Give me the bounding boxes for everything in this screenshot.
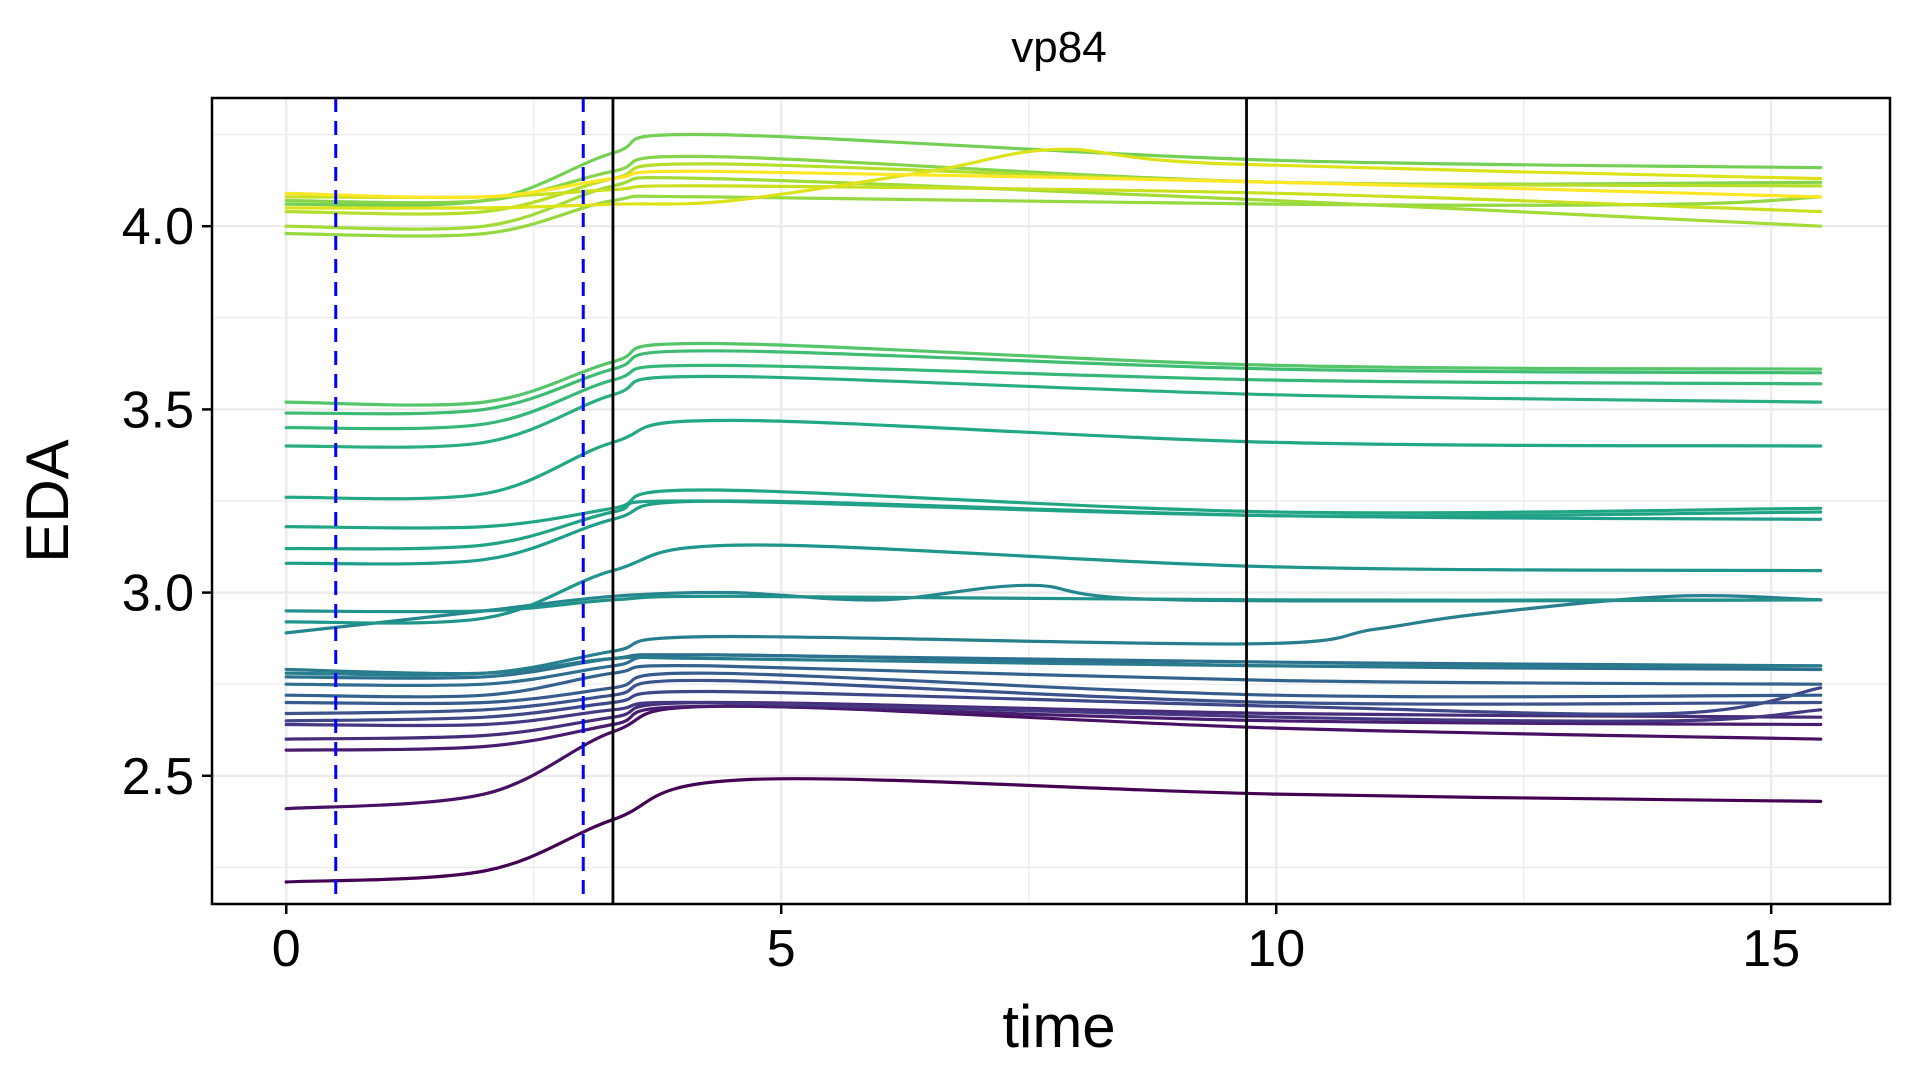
chart-title: vp84	[1011, 23, 1106, 72]
series-line-7	[284, 678, 1823, 716]
series-line-11	[284, 653, 1823, 680]
y-tick-label: 2.5	[122, 748, 194, 806]
reference-lines	[334, 98, 1248, 904]
series-line-19	[284, 488, 1823, 530]
series-line-22	[284, 363, 1823, 431]
series-line-3	[284, 704, 1823, 752]
y-axis-ticks: 2.5 3.0 3.5 4.0	[122, 198, 212, 806]
series-line-6	[284, 686, 1823, 723]
x-tick-label: 15	[1742, 920, 1800, 978]
x-tick-label: 5	[767, 920, 796, 978]
series-line-8	[284, 671, 1823, 706]
y-tick-label: 3.5	[122, 381, 194, 439]
y-axis-title: EDA	[14, 439, 81, 562]
x-tick-label: 10	[1247, 920, 1305, 978]
x-tick-label: 0	[272, 920, 301, 978]
series-line-24	[284, 341, 1823, 407]
series-line-23	[284, 349, 1823, 416]
series-line-9	[284, 664, 1823, 699]
series-line-28	[284, 176, 1823, 231]
series-line-5	[284, 700, 1823, 728]
plot-panel-border	[210, 96, 1892, 906]
series-line-16	[284, 543, 1823, 625]
series-line-15	[284, 594, 1823, 614]
series-line-20	[284, 418, 1823, 501]
series-line-1	[284, 777, 1823, 884]
y-tick-label: 4.0	[122, 198, 194, 256]
series-line-21	[284, 374, 1823, 449]
series-lines	[284, 132, 1823, 884]
y-tick-label: 3.0	[122, 565, 194, 623]
series-line-31	[284, 147, 1823, 210]
series-line-32	[284, 169, 1823, 200]
x-axis-ticks: 0 5 10 15	[272, 904, 1800, 978]
series-line-29	[284, 162, 1823, 216]
x-axis-title: time	[1002, 993, 1115, 1060]
series-line-13	[284, 594, 1823, 677]
series-line-18	[284, 499, 1823, 551]
